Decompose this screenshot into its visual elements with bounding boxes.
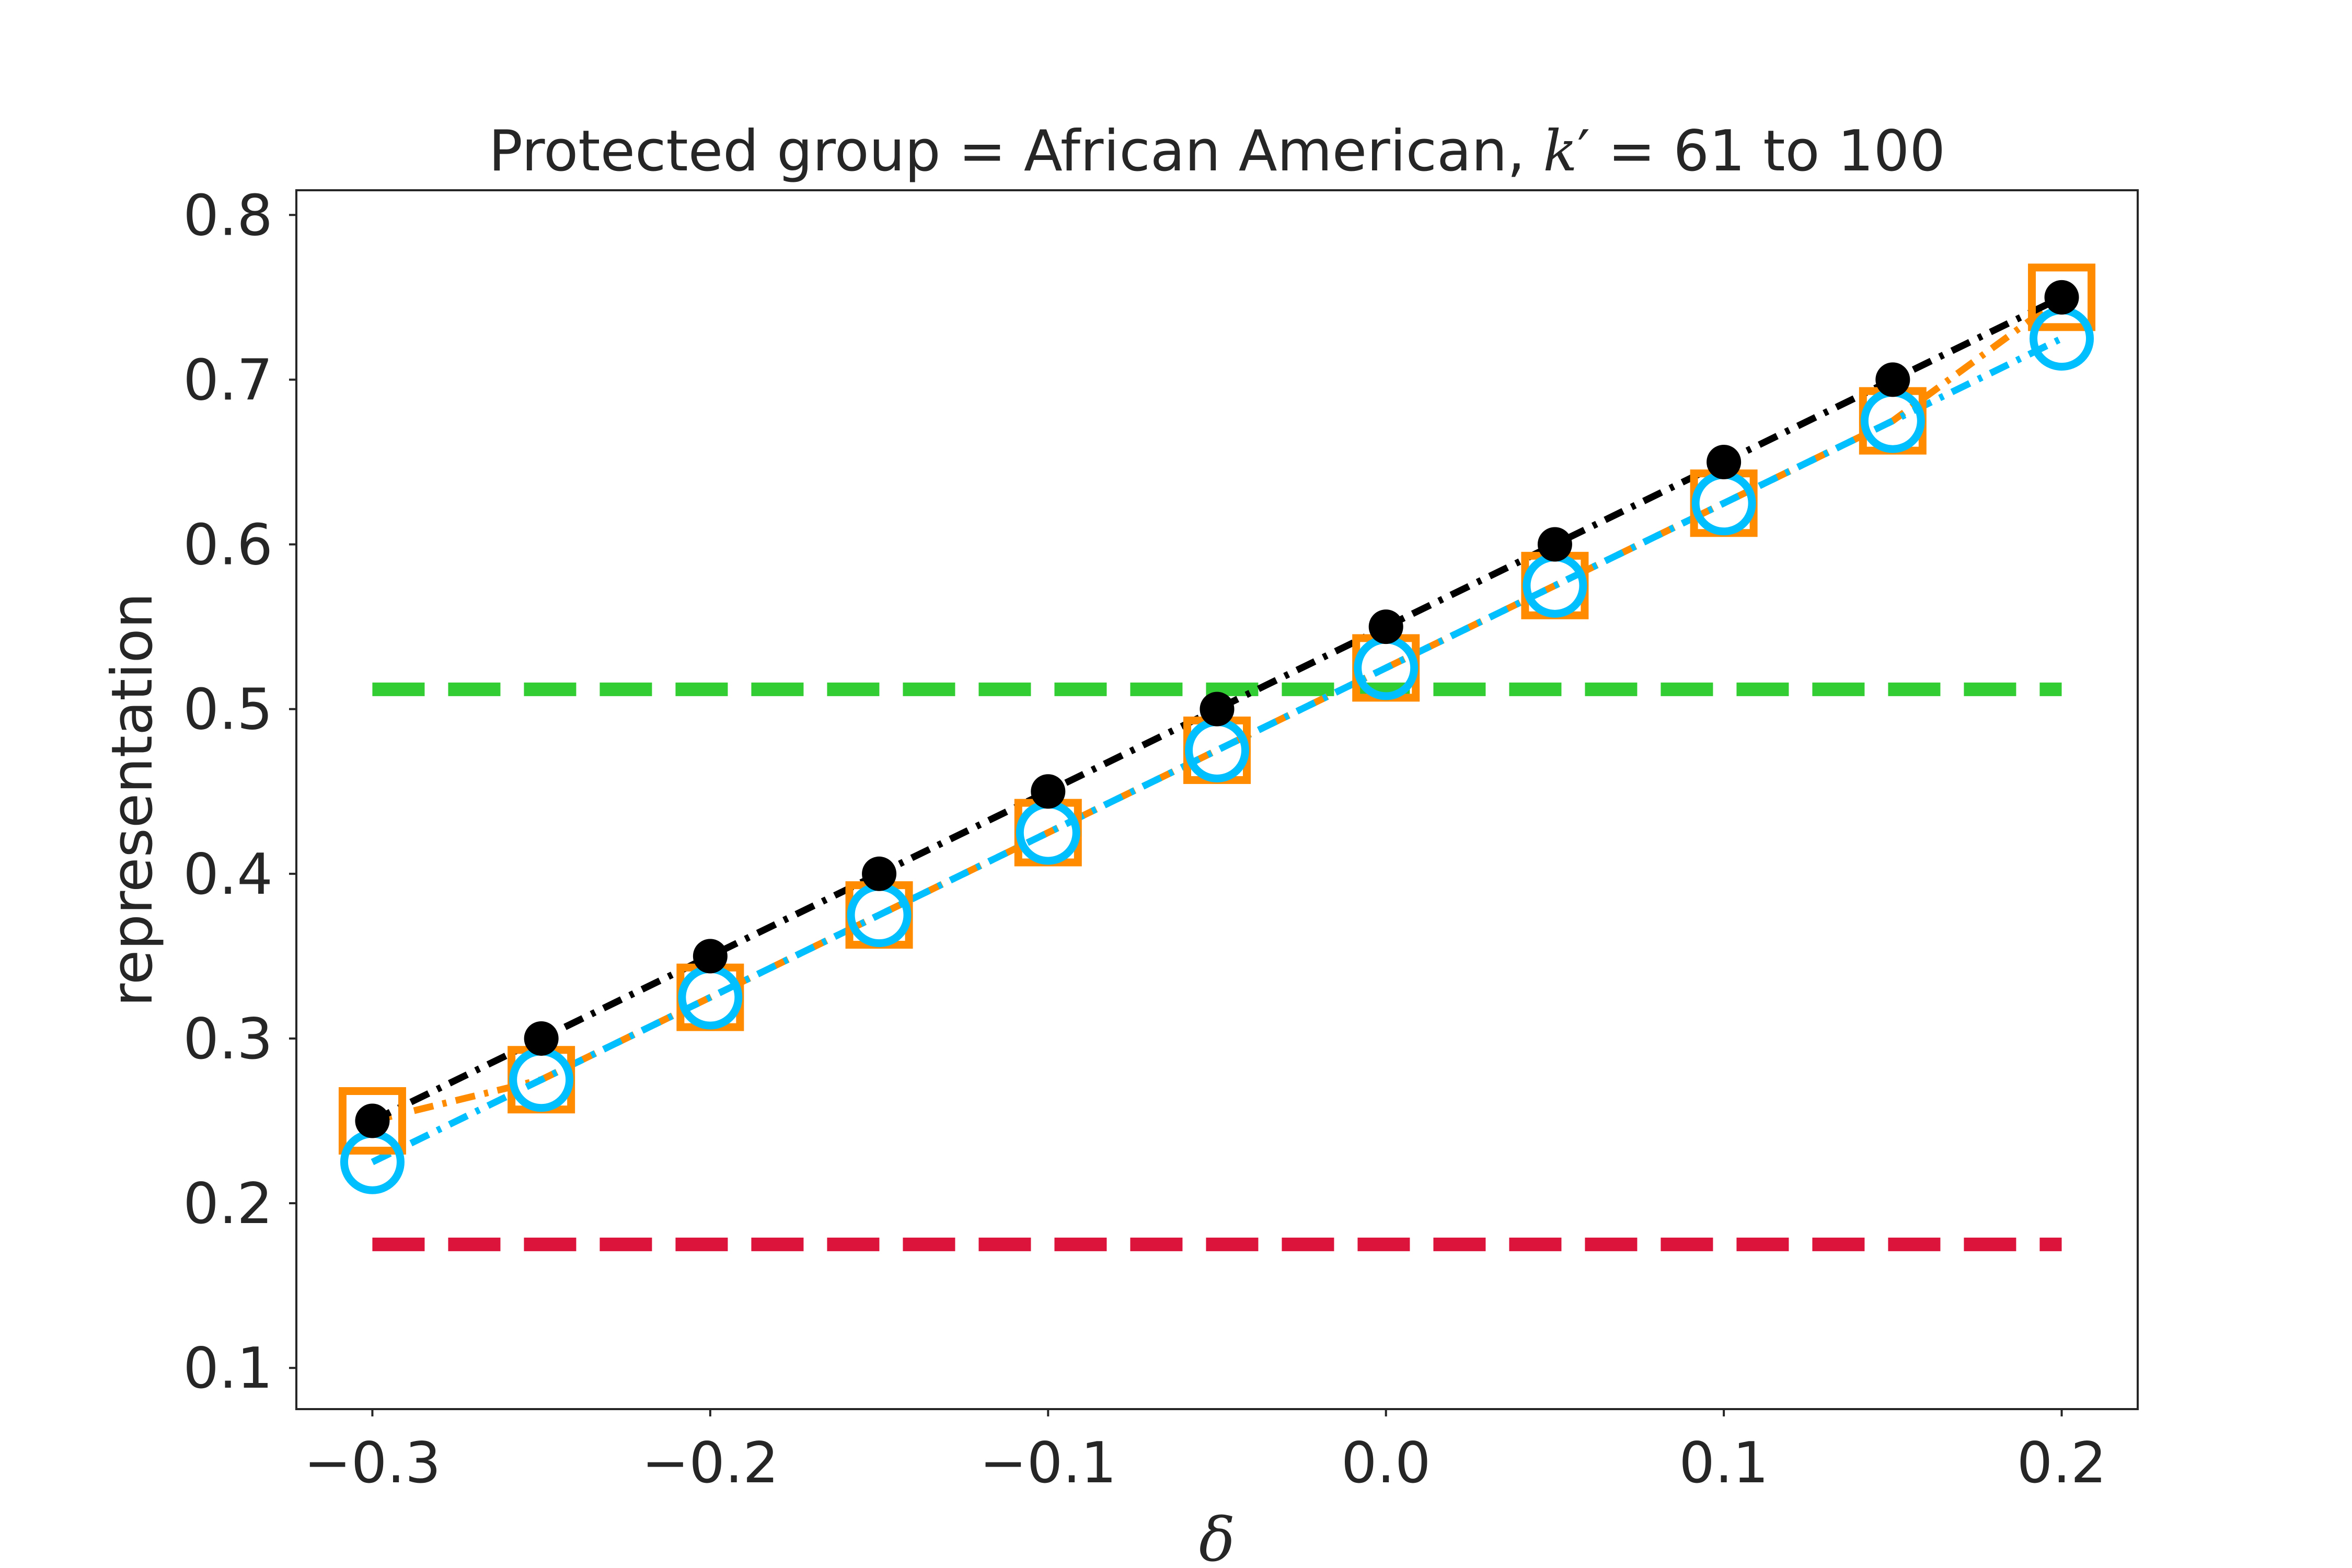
chart-title-variable: k (1543, 119, 1577, 184)
y-tick-label: 0.6 (183, 513, 273, 578)
series-3-point (355, 1103, 390, 1138)
chart-title-suffix: = 61 to 100 (1590, 119, 1945, 184)
x-tick-label: −0.1 (979, 1431, 1116, 1496)
y-tick-label: 0.2 (183, 1171, 273, 1237)
series-1-point (2028, 263, 2096, 331)
x-axis-label: δ (1199, 1505, 1235, 1568)
y-tick-label: 0.3 (183, 1007, 273, 1072)
y-tick-label: 0.1 (183, 1336, 273, 1401)
x-tick-label: −0.3 (304, 1431, 441, 1496)
series-line-3 (371, 294, 2063, 1124)
x-axis-ticks: −0.3 −0.2 −0.1 0.0 0.1 0.2 (304, 1409, 2106, 1496)
series-markers (338, 263, 2096, 1194)
series-lines (371, 294, 2064, 1166)
series-line-2 (371, 335, 2063, 1166)
y-tick-label: 0.7 (183, 348, 273, 413)
chart-title-prime: ′ (1577, 119, 1590, 184)
series-3-point (1031, 774, 1066, 809)
series-3-point (2044, 280, 2079, 315)
y-tick-label: 0.4 (183, 842, 273, 907)
x-tick-label: 0.1 (1679, 1431, 1769, 1496)
series-3-point (862, 856, 897, 891)
series-3-point (1707, 444, 1742, 479)
plot-frame (295, 189, 2139, 1410)
series-3-point (1875, 362, 1910, 397)
x-tick-label: −0.2 (642, 1431, 779, 1496)
series-1-point (338, 1087, 406, 1155)
series-3-point (693, 939, 728, 974)
chart-title-prefix: Protected group = African American, (489, 119, 1543, 184)
series-3-point (1368, 609, 1403, 644)
plot-area (296, 190, 2138, 1409)
y-axis-ticks: 0.1 0.2 0.3 0.4 0.5 0.6 0.7 0.8 (183, 183, 296, 1401)
series-3-point (524, 1021, 559, 1056)
x-tick-label: 0.2 (2017, 1431, 2107, 1496)
y-tick-label: 0.8 (183, 183, 273, 248)
chart-title: Protected group = African American, k′ =… (489, 119, 1945, 184)
series-3-point (1200, 691, 1235, 727)
y-tick-label: 0.5 (183, 677, 273, 743)
reference-lines (372, 682, 2062, 1251)
x-tick-label: 0.0 (1341, 1431, 1431, 1496)
series-3-point (1537, 527, 1572, 562)
series-line-1 (371, 294, 2064, 1124)
y-axis-label: representation (100, 593, 165, 1007)
